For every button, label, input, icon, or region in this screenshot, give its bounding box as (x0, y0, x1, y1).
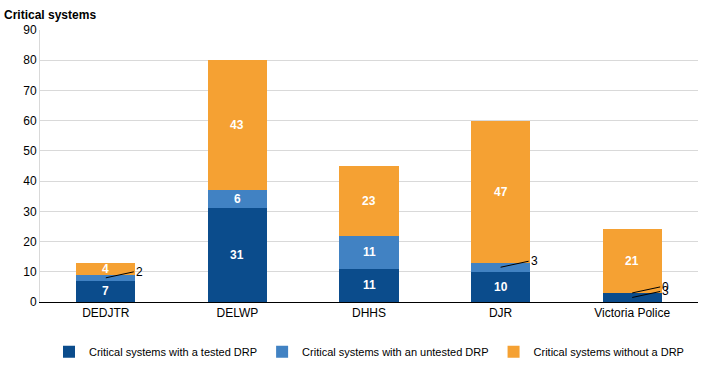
svg-text:Critical systems without a DRP: Critical systems without a DRP (534, 346, 684, 358)
svg-text:3: 3 (531, 254, 538, 268)
svg-text:4: 4 (102, 262, 109, 276)
svg-text:DHHS: DHHS (352, 306, 386, 320)
svg-text:80: 80 (23, 53, 37, 67)
svg-text:10: 10 (23, 265, 37, 279)
svg-text:21: 21 (625, 254, 639, 268)
svg-text:20: 20 (23, 235, 37, 249)
svg-text:90: 90 (23, 23, 37, 37)
svg-text:2: 2 (136, 265, 143, 279)
svg-text:DJR: DJR (489, 306, 513, 320)
svg-text:Victoria Police: Victoria Police (594, 306, 670, 320)
svg-text:Critical systems with an untes: Critical systems with an untested DRP (302, 346, 488, 358)
svg-text:3: 3 (662, 284, 669, 298)
svg-text:23: 23 (362, 194, 376, 208)
svg-text:6: 6 (234, 192, 241, 206)
svg-text:10: 10 (494, 280, 508, 294)
svg-text:30: 30 (23, 205, 37, 219)
svg-text:70: 70 (23, 84, 37, 98)
svg-text:7: 7 (102, 284, 109, 298)
svg-text:40: 40 (23, 174, 37, 188)
svg-text:31: 31 (230, 248, 244, 262)
svg-text:Critical systems with a tested: Critical systems with a tested DRP (89, 346, 257, 358)
svg-text:43: 43 (230, 118, 244, 132)
svg-text:50: 50 (23, 144, 37, 158)
svg-text:11: 11 (363, 245, 376, 259)
svg-text:60: 60 (23, 114, 37, 128)
svg-text:DELWP: DELWP (217, 306, 259, 320)
svg-text:11: 11 (363, 278, 376, 292)
svg-text:0: 0 (662, 280, 669, 294)
svg-text:47: 47 (494, 185, 508, 199)
svg-text:0: 0 (30, 295, 37, 309)
svg-text:DEDJTR: DEDJTR (82, 306, 130, 320)
svg-text:Critical systems: Critical systems (4, 8, 96, 22)
